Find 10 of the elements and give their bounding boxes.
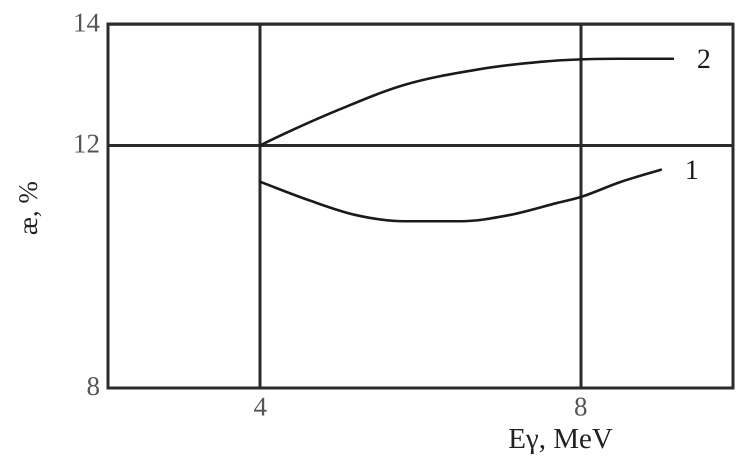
- y-tick-label: 12: [73, 128, 100, 159]
- line-series: [258, 168, 662, 223]
- series-label: 1: [684, 155, 699, 186]
- y-axis-title: æ, %: [13, 181, 44, 236]
- x-axis-title: Eγ, MeV: [508, 423, 613, 455]
- series-label: 2: [696, 44, 711, 76]
- y-tick-label: 14: [73, 7, 100, 38]
- line-series: [258, 57, 674, 147]
- x-tick-label: 4: [253, 391, 268, 422]
- y-tick-label: 8: [86, 371, 100, 402]
